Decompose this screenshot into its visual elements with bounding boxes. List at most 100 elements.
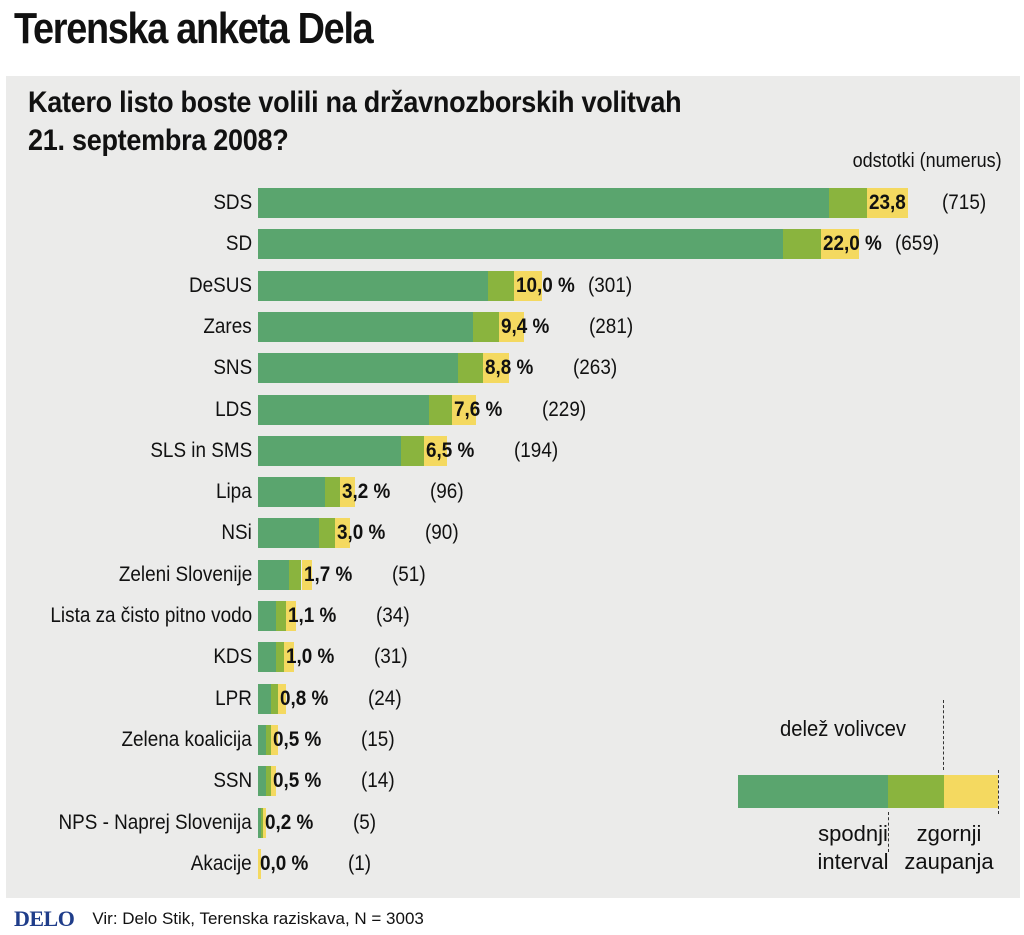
category-label: Zeleni Slovenije bbox=[118, 563, 252, 586]
bar-lower-segment bbox=[258, 312, 473, 342]
numerus-label: (14) bbox=[360, 769, 395, 792]
bar-lower-segment bbox=[258, 808, 261, 838]
category-label: LDS bbox=[215, 398, 252, 421]
value-label: 3,2 % bbox=[341, 480, 391, 503]
bar-upper-segment bbox=[258, 849, 261, 879]
category-label: Lipa bbox=[216, 480, 252, 503]
category-label: Akacije bbox=[191, 852, 252, 875]
value-label: 0,8 % bbox=[280, 687, 329, 710]
bar-share-segment bbox=[270, 684, 279, 714]
chart-question: Katero listo boste volili na državnozbor… bbox=[28, 84, 682, 160]
numerus-label: (15) bbox=[360, 728, 395, 751]
numerus-label: (34) bbox=[376, 604, 410, 627]
value-label: 6,5 % bbox=[426, 439, 475, 462]
numerus-label: (31) bbox=[373, 645, 408, 668]
bar-upper-segment bbox=[513, 271, 543, 301]
bar-share-segment bbox=[429, 395, 453, 425]
value-label: 7,6 % bbox=[454, 398, 503, 421]
value-label: 22,0 % bbox=[822, 232, 882, 255]
category-label: NSi bbox=[221, 521, 252, 544]
value-label: 10,0 % bbox=[515, 274, 575, 297]
legend-lower-label-line-2: interval bbox=[817, 849, 889, 874]
bar-share-segment bbox=[288, 560, 302, 590]
category-label: NPS - Naprej Slovenija bbox=[58, 811, 252, 834]
numerus-label: (1) bbox=[348, 852, 372, 875]
bar-share-segment bbox=[488, 271, 514, 301]
bar-share-segment bbox=[401, 436, 425, 466]
value-label: 1,1 % bbox=[288, 604, 337, 627]
bar-upper-segment bbox=[452, 395, 476, 425]
bar-lower-segment bbox=[258, 518, 320, 548]
bar-upper-segment bbox=[270, 766, 276, 796]
bar-upper-segment bbox=[424, 436, 448, 466]
legend-lower-marker bbox=[888, 812, 889, 852]
legend-upper-label-line-1: zgornji bbox=[916, 821, 982, 846]
value-label: 3,0 % bbox=[336, 521, 386, 544]
bar-upper-segment bbox=[301, 560, 312, 590]
bar-lower-segment bbox=[258, 436, 402, 466]
bar-upper-segment bbox=[278, 684, 287, 714]
bar-lower-segment bbox=[258, 229, 783, 259]
numerus-label: (715) bbox=[942, 191, 987, 214]
category-label: DeSUS bbox=[188, 274, 252, 297]
bar-upper-segment bbox=[283, 642, 294, 672]
value-label: 0,5 % bbox=[272, 728, 322, 751]
legend-upper-marker bbox=[998, 770, 999, 814]
bar-upper-segment bbox=[263, 808, 267, 838]
source-note: Vir: Delo Stik, Terenska raziskava, N = … bbox=[92, 909, 424, 928]
bar-lower-segment bbox=[258, 642, 276, 672]
category-label: SLS in SMS bbox=[150, 439, 252, 462]
bar-upper-segment bbox=[483, 353, 509, 383]
value-label: 1,7 % bbox=[303, 563, 352, 586]
numerus-label: (301) bbox=[587, 274, 633, 297]
numerus-label: (659) bbox=[894, 232, 940, 255]
value-label: 9,4 % bbox=[500, 315, 549, 338]
numerus-label: (5) bbox=[353, 811, 377, 834]
value-label: 0,5 % bbox=[272, 769, 322, 792]
bar-share-segment bbox=[275, 601, 287, 631]
delo-logo: DELO bbox=[14, 906, 75, 931]
numerus-label: (96) bbox=[429, 480, 464, 503]
numerus-label: (194) bbox=[514, 439, 559, 462]
bar-lower-segment bbox=[258, 395, 430, 425]
legend-share-segment bbox=[888, 775, 944, 808]
legend-lower-label-line-1: spodnji bbox=[818, 821, 888, 846]
bar-share-segment bbox=[472, 312, 499, 342]
numerus-label: (90) bbox=[424, 521, 459, 544]
numerus-label: (229) bbox=[542, 398, 587, 421]
numerus-label: (24) bbox=[368, 687, 403, 710]
numerus-label: (263) bbox=[573, 356, 618, 379]
bar-share-segment bbox=[265, 725, 271, 755]
bar-lower-segment bbox=[258, 271, 489, 301]
legend-upper-label: zgornji zaupanja bbox=[894, 820, 1004, 876]
bar-upper-segment bbox=[286, 601, 297, 631]
legend-upper-label-line-2: zaupanja bbox=[904, 849, 994, 874]
bar-share-segment bbox=[782, 229, 821, 259]
bar-share-segment bbox=[828, 188, 868, 218]
legend-lower-label: spodnji interval bbox=[798, 820, 908, 876]
category-label: Lista za čisto pitno vodo bbox=[50, 604, 252, 627]
category-label: KDS bbox=[213, 645, 252, 668]
numerus-label: (51) bbox=[391, 563, 426, 586]
question-line-1: Katero listo boste volili na državnozbor… bbox=[28, 86, 682, 119]
value-label: 1,0 % bbox=[285, 645, 334, 668]
value-label: 0,0 % bbox=[260, 852, 309, 875]
category-label: LPR bbox=[215, 687, 252, 710]
category-label: Zares bbox=[203, 315, 252, 338]
category-label: Zelena koalicija bbox=[121, 728, 252, 751]
bar-lower-segment bbox=[258, 353, 458, 383]
bar-lower-segment bbox=[258, 684, 271, 714]
legend: delež volivcev spodnji interval zgornji … bbox=[736, 700, 1006, 890]
legend-share-marker bbox=[943, 700, 944, 770]
bar-share-segment bbox=[319, 518, 335, 548]
category-label: SDS bbox=[213, 191, 252, 214]
bar-upper-segment bbox=[270, 725, 279, 755]
numerus-label: (281) bbox=[588, 315, 633, 338]
value-label: 23,8 bbox=[869, 191, 906, 214]
bar-upper-segment bbox=[339, 477, 356, 507]
bar-upper-segment bbox=[820, 229, 860, 259]
category-label: SNS bbox=[213, 356, 252, 379]
bar-share-segment bbox=[324, 477, 340, 507]
bar-lower-segment bbox=[258, 766, 266, 796]
legend-upper-segment bbox=[944, 775, 998, 808]
